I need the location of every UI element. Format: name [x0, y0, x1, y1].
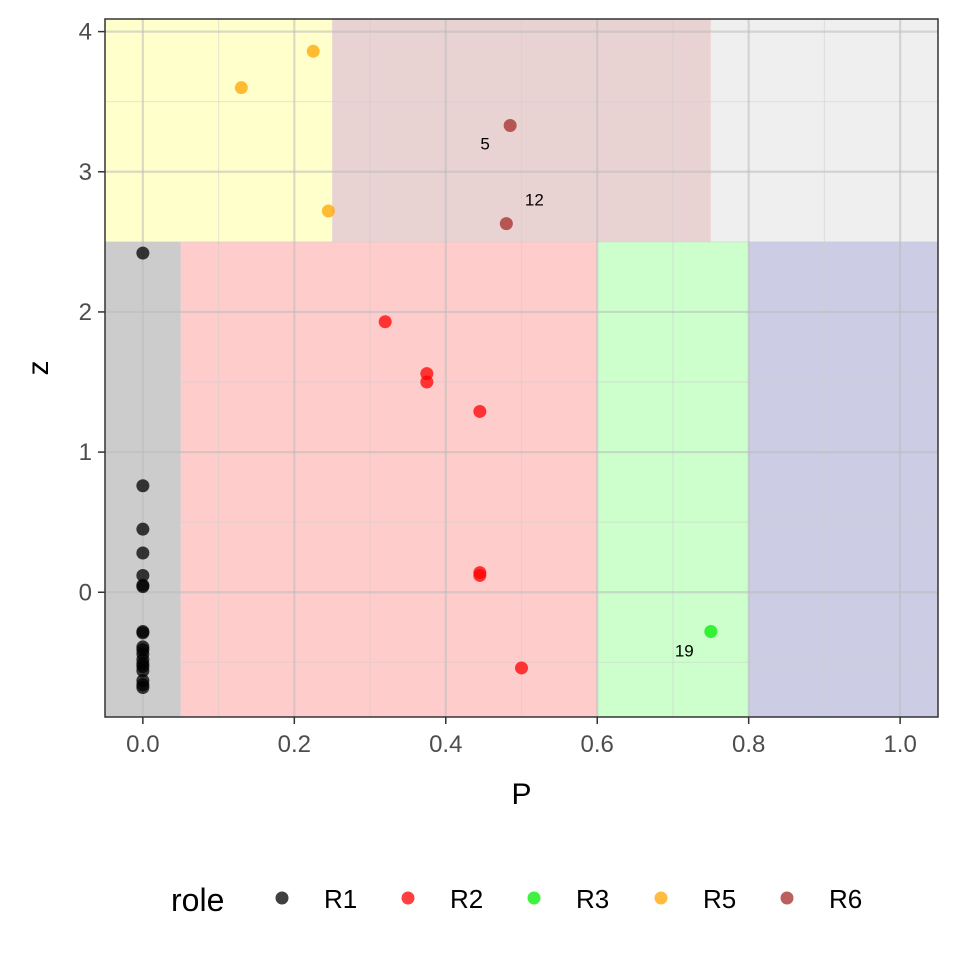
point-label: 12 [525, 190, 544, 209]
legend: role R1 R2 R3 R5 R6 [171, 882, 862, 918]
data-point-r6 [503, 119, 517, 133]
x-tick-label: 0.2 [278, 731, 311, 758]
legend-label-r5: R5 [703, 884, 736, 914]
data-point-r1 [136, 568, 150, 582]
legend-key-r3 [527, 891, 541, 905]
region-r6 [332, 19, 711, 242]
panel-border [104, 18, 939, 718]
data-point-r1 [136, 522, 150, 536]
legend-label-r1: R1 [324, 884, 357, 914]
data-point-r5 [306, 44, 320, 58]
data-point-r2 [473, 404, 487, 418]
data-point-r2 [378, 315, 392, 329]
legend-key-r5 [654, 891, 668, 905]
legend-entry-r1: R1 [275, 884, 357, 914]
data-point-r3 [704, 625, 718, 639]
region-r4 [748, 241, 938, 718]
data-point-r6 [499, 217, 513, 231]
region-r2 [180, 241, 598, 718]
legend-label-r3: R3 [576, 884, 609, 914]
y-tick-label: 3 [79, 159, 92, 186]
data-point-r1 [136, 546, 150, 560]
point-label: 5 [480, 134, 489, 153]
annotations-layer: 5 12 19 [480, 134, 693, 660]
point-label: 19 [675, 642, 694, 661]
data-point-r2 [515, 661, 528, 675]
y-axis-title: z [22, 361, 55, 376]
legend-entry-r3: R3 [527, 884, 609, 914]
x-tick-label: 0.6 [581, 731, 614, 758]
legend-entry-r6: R6 [780, 884, 862, 914]
x-tick-label: 0.4 [429, 731, 462, 758]
legend-title: role [171, 882, 224, 918]
data-point-r1 [136, 479, 150, 493]
data-point-r1 [136, 664, 150, 678]
data-point-r1 [136, 681, 150, 695]
legend-entry-r2: R2 [401, 884, 483, 914]
data-point-r1 [136, 580, 150, 594]
legend-entry-r5: R5 [654, 884, 736, 914]
x-axis-title: P [511, 778, 531, 811]
grid-layer [105, 19, 938, 717]
x-tick-label: 0.8 [732, 731, 765, 758]
legend-key-r1 [275, 891, 289, 905]
data-point-r1 [136, 626, 150, 640]
legend-key-r6 [780, 891, 794, 905]
region-r3 [597, 241, 749, 718]
x-tick-label: 1.0 [883, 731, 916, 758]
y-tick-label: 2 [79, 299, 92, 326]
legend-label-r2: R2 [450, 884, 483, 914]
data-point-r5 [321, 204, 335, 218]
data-point-r2 [473, 568, 487, 582]
y-tick-label: 1 [79, 439, 92, 466]
data-point-r1 [136, 246, 150, 260]
points-layer [136, 44, 718, 695]
y-tick-label: 4 [79, 19, 92, 46]
y-tick-label: 0 [79, 579, 92, 606]
legend-key-r2 [401, 891, 415, 905]
legend-label-r6: R6 [829, 884, 862, 914]
x-tick-label: 0.0 [126, 731, 159, 758]
data-point-r2 [420, 375, 434, 389]
data-point-r5 [234, 81, 248, 95]
legend-entries: R1 R2 R3 R5 R6 [275, 884, 862, 914]
